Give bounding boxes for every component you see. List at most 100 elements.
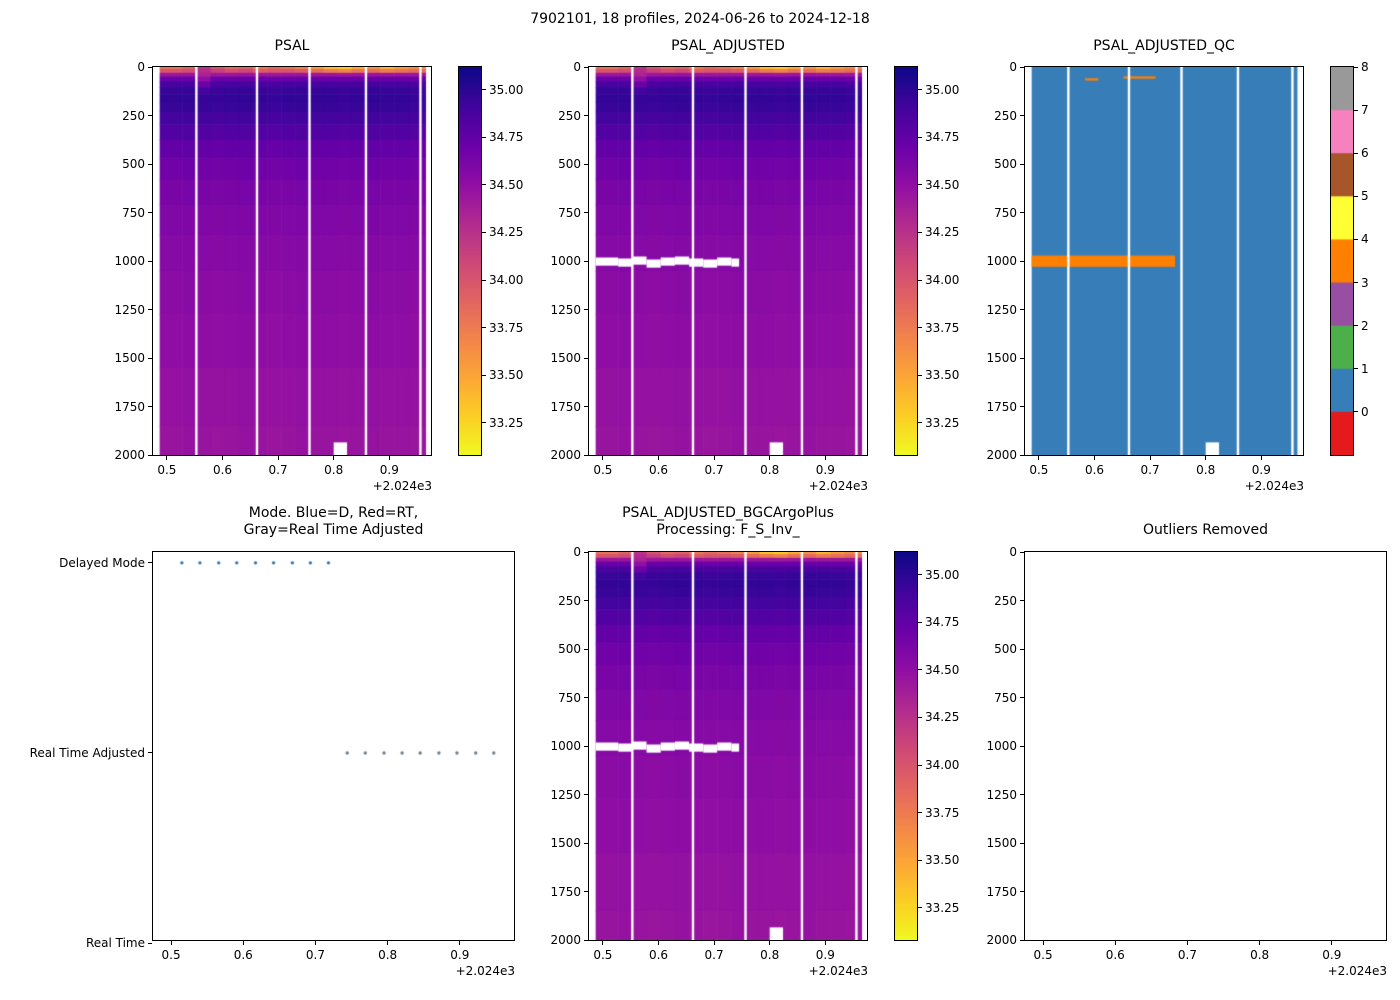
y-tick-mark — [148, 752, 152, 754]
panel-title-mode: Mode. Blue=D, Red=RT, Gray=Real Time Adj… — [152, 505, 515, 539]
qc-heatmap-canvas — [1025, 67, 1303, 455]
x-tick-label: 0.5 — [593, 948, 613, 962]
colorbar-tick-mark — [918, 422, 922, 424]
y-tick-label: 500 — [994, 642, 1017, 656]
y-tick-label: 0 — [137, 60, 145, 74]
colorbar-tick-mark — [918, 327, 922, 329]
y-tick-label: 1750 — [550, 399, 581, 414]
y-tick-label: 500 — [558, 642, 581, 656]
colorbar-tick-mark — [918, 812, 922, 814]
colorbar-tick-mark — [482, 279, 486, 281]
colorbar-qc — [1330, 66, 1354, 456]
colorbar-tick-mark — [918, 279, 922, 281]
x-tick-label: 0.7 — [1177, 948, 1197, 962]
y-tick-mark — [148, 260, 152, 262]
y-tick-mark — [584, 551, 588, 553]
x-tick-mark — [242, 941, 244, 945]
x-tick-label: 0.8 — [760, 948, 780, 962]
colorbar-tick-label: 33.75 — [489, 320, 524, 335]
colorbar-tick-mark — [1354, 195, 1358, 197]
panel-title-psal-adjusted-qc: PSAL_ADJUSTED_QC — [1093, 38, 1235, 54]
x-tick-mark — [1186, 941, 1188, 945]
y-tick-label: 1250 — [550, 787, 581, 802]
colorbar-tick-label: 33.25 — [489, 415, 524, 430]
y-tick-mark — [1020, 115, 1024, 116]
y-tick-label: 1500 — [986, 351, 1017, 365]
y-tick-label: 2000 — [550, 448, 581, 462]
y-tick-mark — [1020, 600, 1024, 601]
y-tick-label: 2000 — [550, 933, 581, 947]
colorbar-tick-label: 34.75 — [489, 130, 524, 145]
y-tick-label: 250 — [994, 108, 1017, 123]
y-tick-mark — [148, 562, 152, 564]
x-tick-label: 0.9 — [379, 463, 399, 477]
colorbar-tick-label: 33.50 — [489, 368, 524, 383]
panel-title-bgc-line1: PSAL_ADJUSTED_BGCArgoPlus — [622, 505, 834, 521]
colorbar-tick-mark — [918, 374, 922, 376]
y-tick-mark — [584, 260, 588, 262]
y-tick-label: 2000 — [986, 448, 1017, 462]
colorbar-tick-label: 0 — [1361, 404, 1369, 419]
x-tick-mark — [658, 456, 659, 460]
y-tick-label: 1250 — [550, 302, 581, 317]
x-tick-label: 0.9 — [815, 948, 835, 962]
x-tick-mark — [166, 456, 168, 460]
colorbar-tick-mark — [482, 327, 486, 329]
y-tick-mark — [1020, 745, 1024, 747]
panel-title-mode-line1: Mode. Blue=D, Red=RT, — [248, 505, 419, 521]
panel-title-psal-adjusted: PSAL_ADJUSTED — [671, 38, 785, 54]
y-tick-label: 750 — [994, 690, 1017, 705]
y-tick-label: 1250 — [986, 302, 1017, 317]
y-tick-label: 500 — [994, 157, 1017, 171]
y-tick-mark — [584, 697, 588, 698]
colorbar-tick-mark — [1354, 411, 1358, 413]
x-tick-mark — [1205, 456, 1207, 460]
colorbar-tick-mark — [1354, 368, 1358, 370]
y-tick-label: 2000 — [986, 933, 1017, 947]
y-tick-label: 1000 — [550, 254, 581, 268]
x-axis-offset-label: +2.024e3 — [372, 479, 432, 493]
colorbar-psal-adjusted-canvas — [895, 67, 917, 455]
x-tick-label: 0.6 — [648, 948, 669, 962]
colorbar-tick-mark — [918, 716, 922, 718]
x-tick-label: 0.5 — [161, 948, 181, 962]
colorbar-tick-label: 6 — [1361, 146, 1369, 161]
colorbar-tick-label: 34.00 — [925, 758, 960, 773]
colorbar-tick-label: 34.50 — [925, 177, 960, 192]
axes-outliers — [1024, 551, 1387, 941]
axes-psal-adjusted-qc — [1024, 66, 1304, 456]
colorbar-tick-label: 35.00 — [925, 82, 960, 97]
colorbar-tick-mark — [482, 136, 486, 138]
colorbar-tick-mark — [1354, 325, 1358, 327]
y-tick-mark — [1020, 794, 1024, 795]
colorbar-tick-label: 4 — [1361, 232, 1369, 247]
colorbar-tick-mark — [918, 136, 922, 138]
y-tick-label: 1750 — [114, 399, 145, 414]
panel-title-psal: PSAL — [274, 38, 310, 54]
y-tick-label: 1000 — [986, 254, 1017, 268]
y-tick-mark — [148, 66, 152, 68]
mode-category-label: Delayed Mode — [59, 555, 145, 570]
colorbar-tick-label: 1 — [1361, 361, 1369, 376]
x-axis-offset-label: +2.024e3 — [1244, 479, 1304, 493]
x-axis-offset-label: +2.024e3 — [1327, 964, 1387, 978]
x-tick-label: 0.9 — [815, 463, 835, 477]
colorbar-tick-label: 34.25 — [489, 225, 524, 240]
y-tick-mark — [584, 745, 588, 747]
psal-adjusted-heatmap-canvas — [589, 67, 867, 455]
y-tick-mark — [584, 163, 588, 165]
colorbar-tick-mark — [482, 184, 486, 186]
figure-title: 7902101, 18 profiles, 2024-06-26 to 2024… — [530, 11, 870, 27]
axes-psal — [152, 66, 432, 456]
y-tick-mark — [584, 794, 588, 795]
colorbar-tick-mark — [918, 574, 922, 576]
x-tick-mark — [314, 941, 316, 945]
colorbar-tick-label: 35.00 — [489, 82, 524, 97]
x-tick-mark — [769, 456, 771, 460]
colorbar-tick-mark — [482, 89, 486, 91]
colorbar-qc-canvas — [1331, 67, 1353, 455]
y-tick-label: 750 — [994, 205, 1017, 220]
colorbar-tick-label: 34.50 — [925, 662, 960, 677]
colorbar-tick-mark — [482, 374, 486, 376]
y-tick-mark — [1020, 454, 1024, 456]
